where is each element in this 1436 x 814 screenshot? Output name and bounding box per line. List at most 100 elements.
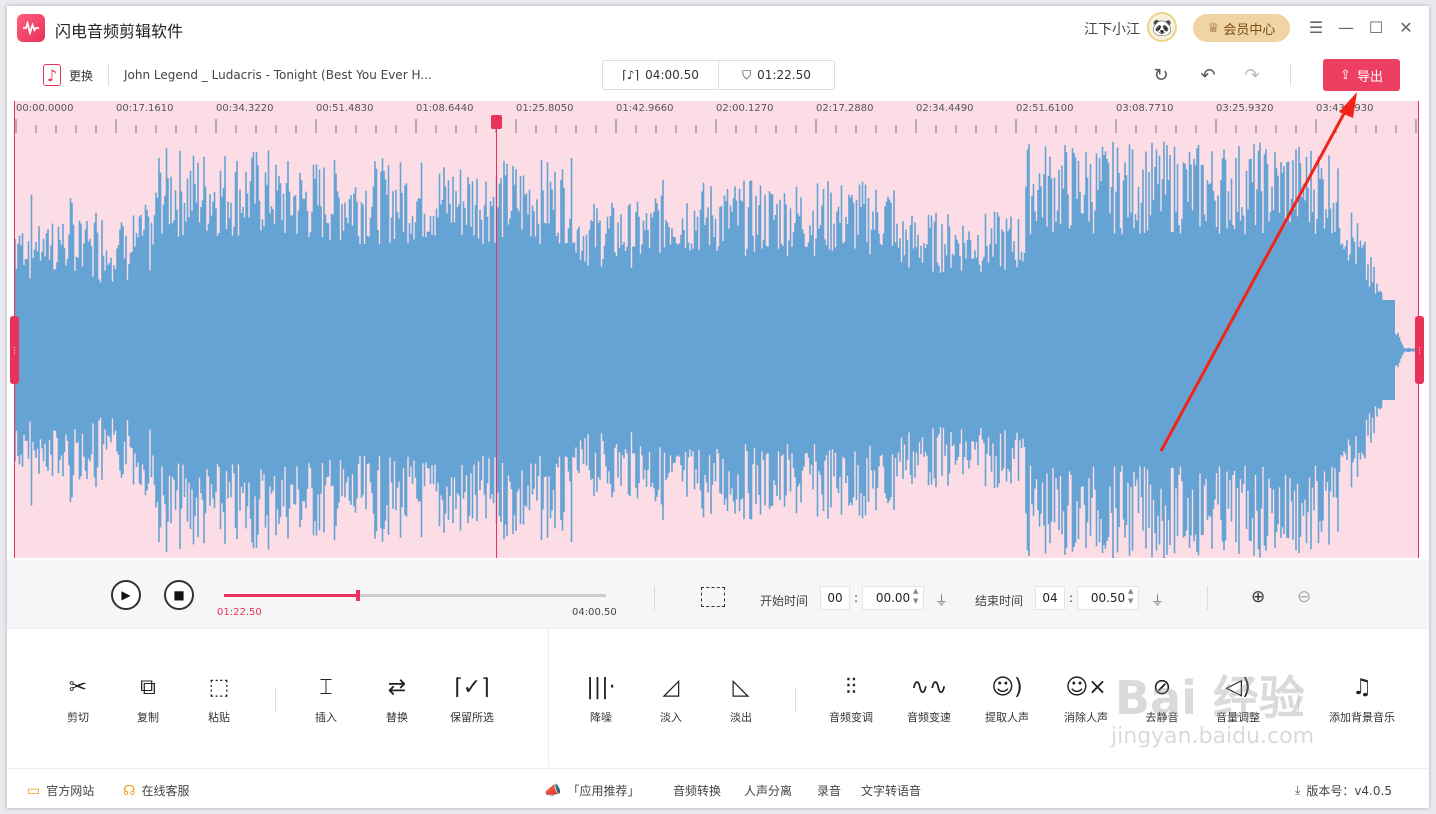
avatar[interactable]: 🐼 (1147, 12, 1177, 42)
divider (1207, 586, 1208, 610)
divider (275, 689, 276, 713)
file-toolbar: ♪ 更换 John Legend _ Ludacris - Tonight (B… (7, 56, 1429, 96)
shield-icon: ⛉ (742, 67, 752, 82)
recommend-label: 「应用推荐」 (567, 784, 640, 798)
paste-tool[interactable]: ⬚ 粘贴 (181, 673, 257, 725)
app-recommend[interactable]: 📣 「应用推荐」 (544, 782, 639, 799)
ruler-tick-label: 01:25.8050 (516, 103, 574, 114)
select-region-icon[interactable] (701, 587, 725, 607)
website-label: 官方网站 (46, 784, 95, 798)
vocal-separate-link[interactable]: 人声分离 (744, 784, 793, 798)
end-minute-input[interactable]: 04 (1035, 586, 1065, 610)
watermark-url: jingyan.baidu.com (1111, 724, 1315, 749)
selection-end-handle[interactable]: ⋮ (1415, 316, 1424, 384)
waveform-editor[interactable]: 00:00.0000 00:17.1610 00:34.3220 00:51.4830… (10, 101, 1424, 558)
app-window: 闪电音频剪辑软件 江下小江 🐼 ♕ 会员中心 ☰ — ☐ ✕ ♪ 更换 John… (7, 6, 1429, 808)
end-spinner[interactable]: ▲ ▼ (1128, 587, 1134, 605)
upload-icon: ⇪ (1340, 67, 1351, 82)
speed-label: 音频变速 (907, 711, 951, 724)
refresh-icon[interactable]: ↻ (1153, 64, 1169, 86)
copy-icon: ⧉ (140, 674, 156, 700)
ruler-tick-label: 02:51.6100 (1016, 103, 1074, 114)
zoom-out-icon[interactable]: ⊖ (1297, 587, 1312, 607)
ruler-tick-label: 02:34.4490 (916, 103, 974, 114)
play-button[interactable]: ▶ (111, 580, 141, 610)
remove-vocal-label: 消除人声 (1064, 711, 1108, 724)
start-spinner[interactable]: ▲ ▼ (913, 587, 919, 605)
record-link[interactable]: 录音 (817, 784, 842, 798)
ruler-tick-label: 02:17.2880 (816, 103, 874, 114)
colon: : (854, 591, 859, 605)
keep-selection-icon: ⌈✓⌉ (454, 674, 490, 700)
fade-out-tool[interactable]: ◺ 淡出 (703, 673, 779, 725)
audio-convert-link[interactable]: 音频转换 (673, 784, 722, 798)
close-icon[interactable]: ✕ (1399, 17, 1413, 37)
volume-tool[interactable]: ◁) 音量调整 (1200, 673, 1276, 725)
add-bgm-label: 添加背景音乐 (1329, 711, 1395, 724)
undo-icon[interactable]: ↶ (1200, 64, 1216, 86)
online-support-link[interactable]: ☊ 在线客服 (123, 782, 189, 799)
cut-label: 剪切 (67, 711, 89, 724)
end-second-input[interactable]: 00.50 (1077, 586, 1139, 610)
pin-icon[interactable]: ⏚ (935, 594, 949, 609)
app-logo-icon (17, 14, 45, 42)
total-duration-value: 04:00.50 (645, 68, 699, 82)
export-label: 导出 (1356, 68, 1383, 84)
progress-fill (224, 594, 358, 597)
zoom-in-icon[interactable]: ⊕ (1251, 587, 1266, 607)
start-second-input[interactable]: 00.00 (862, 586, 924, 610)
denoise-tool[interactable]: |||· 降噪 (563, 673, 639, 725)
insert-tool[interactable]: ⌶ 插入 (288, 673, 364, 725)
pitch-tool[interactable]: ⫶⫶ 音频变调 (813, 673, 889, 725)
speed-tool[interactable]: ∿∿ 音频变速 (891, 673, 967, 725)
stop-button[interactable]: ■ (164, 580, 194, 610)
playback-bar: ▶ ■ 01:22.50 04:00.50 开始时间 00 : 00.00 ▲ ▼… (7, 560, 1429, 628)
remove-silence-label: 去静音 (1145, 711, 1179, 724)
add-bgm-tool[interactable]: ♫ 添加背景音乐 (1324, 673, 1400, 725)
replace-tool[interactable]: ⇄ 替换 (359, 673, 435, 725)
ruler-tick-label: 01:42.9660 (616, 103, 674, 114)
remove-vocal-tool[interactable]: ☺× 消除人声 (1048, 673, 1124, 725)
version-label: 版本号：v4.0.5 (1306, 784, 1392, 798)
pin-icon[interactable]: ⏚ (1151, 594, 1165, 609)
ruler-tick-label: 01:08.6440 (416, 103, 474, 114)
export-button[interactable]: ⇪ 导出 (1323, 59, 1400, 91)
divider (108, 64, 109, 86)
waveform[interactable] (15, 131, 1418, 558)
title-bar: 闪电音频剪辑软件 江下小江 🐼 ♕ 会员中心 ☰ — ☐ ✕ (7, 6, 1429, 50)
menu-icon[interactable]: ☰ (1308, 17, 1324, 37)
playhead[interactable] (491, 115, 503, 558)
username[interactable]: 江下小江 (1084, 22, 1140, 38)
minimize-icon[interactable]: — (1338, 17, 1354, 37)
volume-icon: ◁) (1225, 674, 1251, 700)
selection-start-handle[interactable]: ⋮ (10, 316, 19, 384)
ruler-tick-label: 03:08.7710 (1116, 103, 1174, 114)
replace-file-button[interactable]: ♪ 更换 (43, 64, 93, 86)
progress-slider[interactable] (224, 590, 606, 601)
remove-silence-tool[interactable]: ⊘ 去静音 (1124, 673, 1200, 725)
mute-voice-icon: ☺× (1065, 674, 1107, 700)
fade-in-tool[interactable]: ◿ 淡入 (633, 673, 709, 725)
official-website-link[interactable]: ▭ 官方网站 (27, 782, 94, 799)
total-duration: ⌈♪⌉ 04:00.50 (603, 61, 718, 89)
version-info: ⤓ 版本号：v4.0.5 (1295, 782, 1392, 799)
playhead-handle[interactable] (491, 115, 503, 129)
tts-link[interactable]: 文字转语音 (861, 784, 922, 798)
waveform-core (15, 300, 1395, 400)
copy-tool[interactable]: ⧉ 复制 (110, 673, 186, 725)
voice-icon: ☺) (991, 674, 1023, 700)
cut-tool[interactable]: ✂ 剪切 (40, 673, 116, 725)
start-minute-input[interactable]: 00 (820, 586, 850, 610)
extract-vocal-tool[interactable]: ☺) 提取人声 (969, 673, 1045, 725)
ruler-tick-label: 00:51.4830 (316, 103, 374, 114)
vip-center-button[interactable]: ♕ 会员中心 (1193, 14, 1290, 42)
progress-thumb[interactable] (355, 590, 360, 601)
keep-selection-label: 保留所选 (450, 711, 494, 724)
fade-in-icon: ◿ (662, 674, 680, 700)
megaphone-icon: 📣 (544, 782, 562, 799)
colon: : (1069, 591, 1074, 605)
keep-selection-tool[interactable]: ⌈✓⌉ 保留所选 (434, 673, 510, 725)
divider (548, 629, 549, 767)
maximize-icon[interactable]: ☐ (1368, 17, 1384, 37)
redo-icon[interactable]: ↷ (1244, 64, 1260, 86)
